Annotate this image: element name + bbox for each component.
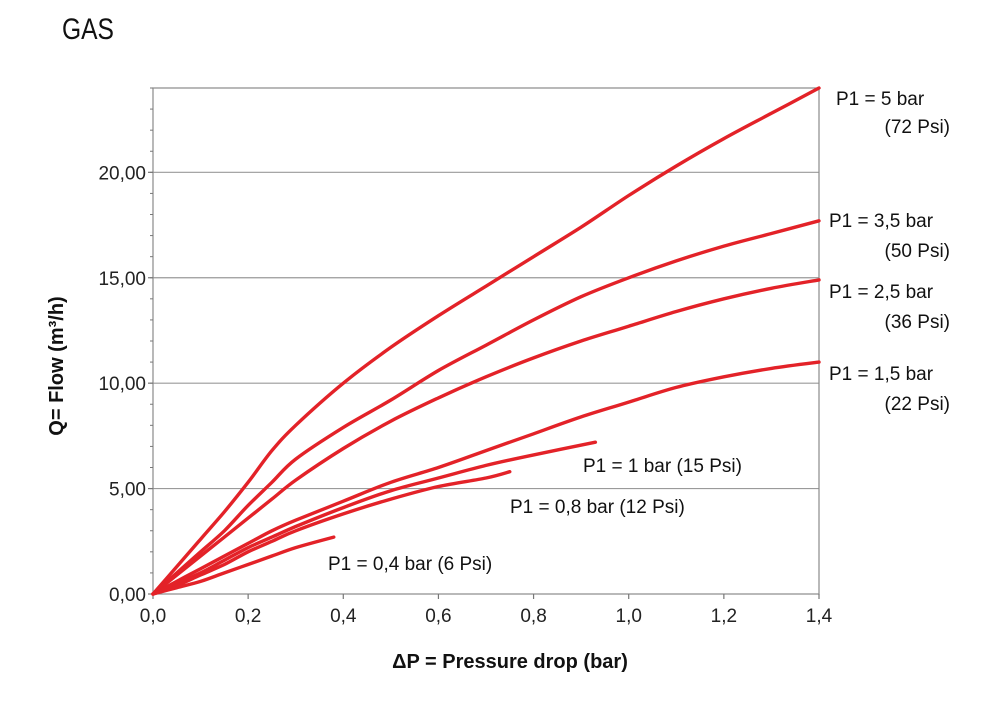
series-line xyxy=(151,219,821,596)
series-label: P1 = 2,5 bar xyxy=(829,282,934,303)
plot-frame xyxy=(152,87,820,595)
chart-title: GAS xyxy=(62,12,114,46)
x-tick-label: 0,4 xyxy=(330,606,357,627)
x-tick-label: 0,6 xyxy=(425,606,451,627)
series-line xyxy=(151,360,821,596)
x-tick-label: 0,2 xyxy=(235,606,261,627)
y-tick-label: 20,00 xyxy=(98,163,146,184)
series-line xyxy=(151,86,821,596)
series-label-psi: (72 Psi) xyxy=(885,117,950,138)
series-line xyxy=(151,278,821,596)
series-label: P1 = 3,5 bar xyxy=(829,211,934,232)
y-tick-label: 5,00 xyxy=(109,480,146,501)
y-tick-label: 15,00 xyxy=(98,269,146,290)
series-label: P1 = 5 bar xyxy=(836,89,925,110)
x-axis-label: ΔP = Pressure drop (bar) xyxy=(392,651,628,673)
series-label: P1 = 1,5 bar xyxy=(829,364,934,385)
y-tick-label: 0,00 xyxy=(109,585,146,606)
series-label-psi: (36 Psi) xyxy=(885,312,950,333)
series-label-psi: (50 Psi) xyxy=(885,241,950,262)
series-label: P1 = 1 bar (15 Psi) xyxy=(583,456,742,477)
x-tick-label: 1,0 xyxy=(616,606,642,627)
y-tick-label: 10,00 xyxy=(98,374,146,395)
x-tick-label: 0,0 xyxy=(140,606,166,627)
y-axis-ticks: 0,00 5,00 10,00 15,00 20,00 xyxy=(98,87,153,606)
series-label: P1 = 0,8 bar (12 Psi) xyxy=(510,497,685,518)
x-tick-label: 1,2 xyxy=(711,606,737,627)
series-label-psi: (22 Psi) xyxy=(885,394,950,415)
x-tick-label: 1,4 xyxy=(806,606,833,627)
x-tick-label: 0,8 xyxy=(520,606,546,627)
series-labels: P1 = 5 bar (72 Psi) P1 = 3,5 bar (50 Psi) P1… xyxy=(328,89,950,575)
series-label: P1 = 0,4 bar (6 Psi) xyxy=(328,554,492,575)
series-line xyxy=(151,470,512,596)
series-curves xyxy=(151,86,821,596)
y-axis-label: Q= Flow (m³/h) xyxy=(46,296,68,435)
x-axis-ticks: 0,0 0,2 0,4 0,6 0,8 1,0 1,2 1,4 xyxy=(140,594,833,627)
series-line xyxy=(151,440,598,596)
grid-lines xyxy=(153,171,819,490)
series-line xyxy=(151,535,336,596)
